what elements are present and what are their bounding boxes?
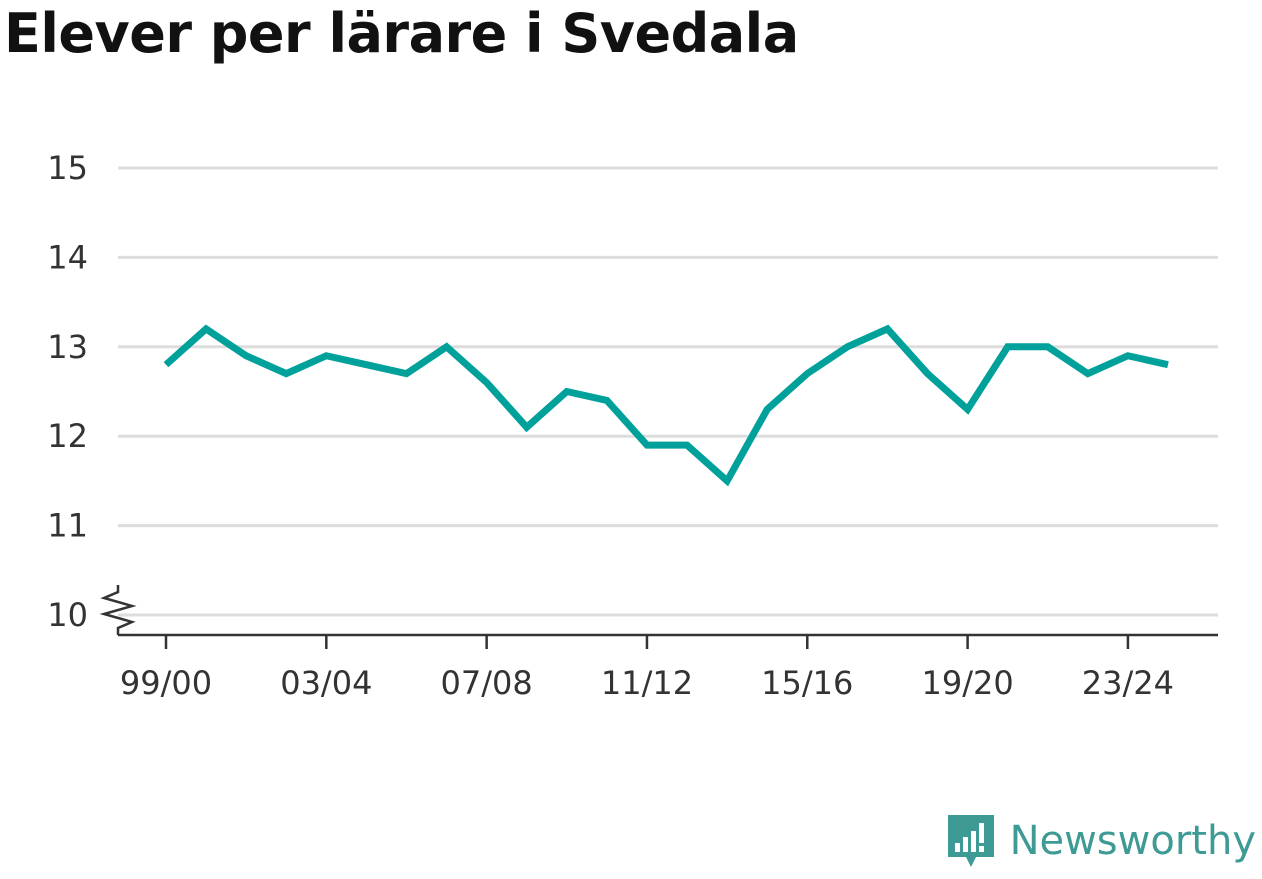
- y-axis-ticks: 10 11 12 13 14 15: [47, 149, 88, 634]
- series-line: [163, 324, 1169, 487]
- gridlines: [118, 166, 1218, 617]
- x-tick-label: 99/00: [120, 664, 212, 702]
- y-tick-label: 12: [47, 417, 88, 455]
- x-tick-label: 11/12: [601, 664, 693, 702]
- newsworthy-logo-icon: [947, 815, 994, 867]
- y-tick-label: 15: [47, 149, 88, 187]
- x-axis: 99/00 03/04 07/08 11/12 15/16 19/20 23/24: [99, 585, 1218, 702]
- y-tick-label: 11: [47, 507, 88, 545]
- x-tick-label: 03/04: [280, 664, 372, 702]
- chart-title: Elever per lärare i Svedala: [4, 2, 799, 65]
- axis-break-icon: [99, 585, 137, 635]
- series-group: [163, 324, 1169, 487]
- x-tick-label: 07/08: [441, 664, 533, 702]
- y-tick-label: 10: [47, 596, 88, 634]
- brand-logo: Newsworthy: [946, 811, 1256, 871]
- y-tick-label: 14: [47, 238, 88, 276]
- x-tick-label: 19/20: [921, 664, 1013, 702]
- x-tick-label: 15/16: [761, 664, 853, 702]
- x-tick-label: 23/24: [1082, 664, 1174, 702]
- y-tick-label: 13: [47, 328, 88, 366]
- brand-name: Newsworthy: [1009, 818, 1256, 864]
